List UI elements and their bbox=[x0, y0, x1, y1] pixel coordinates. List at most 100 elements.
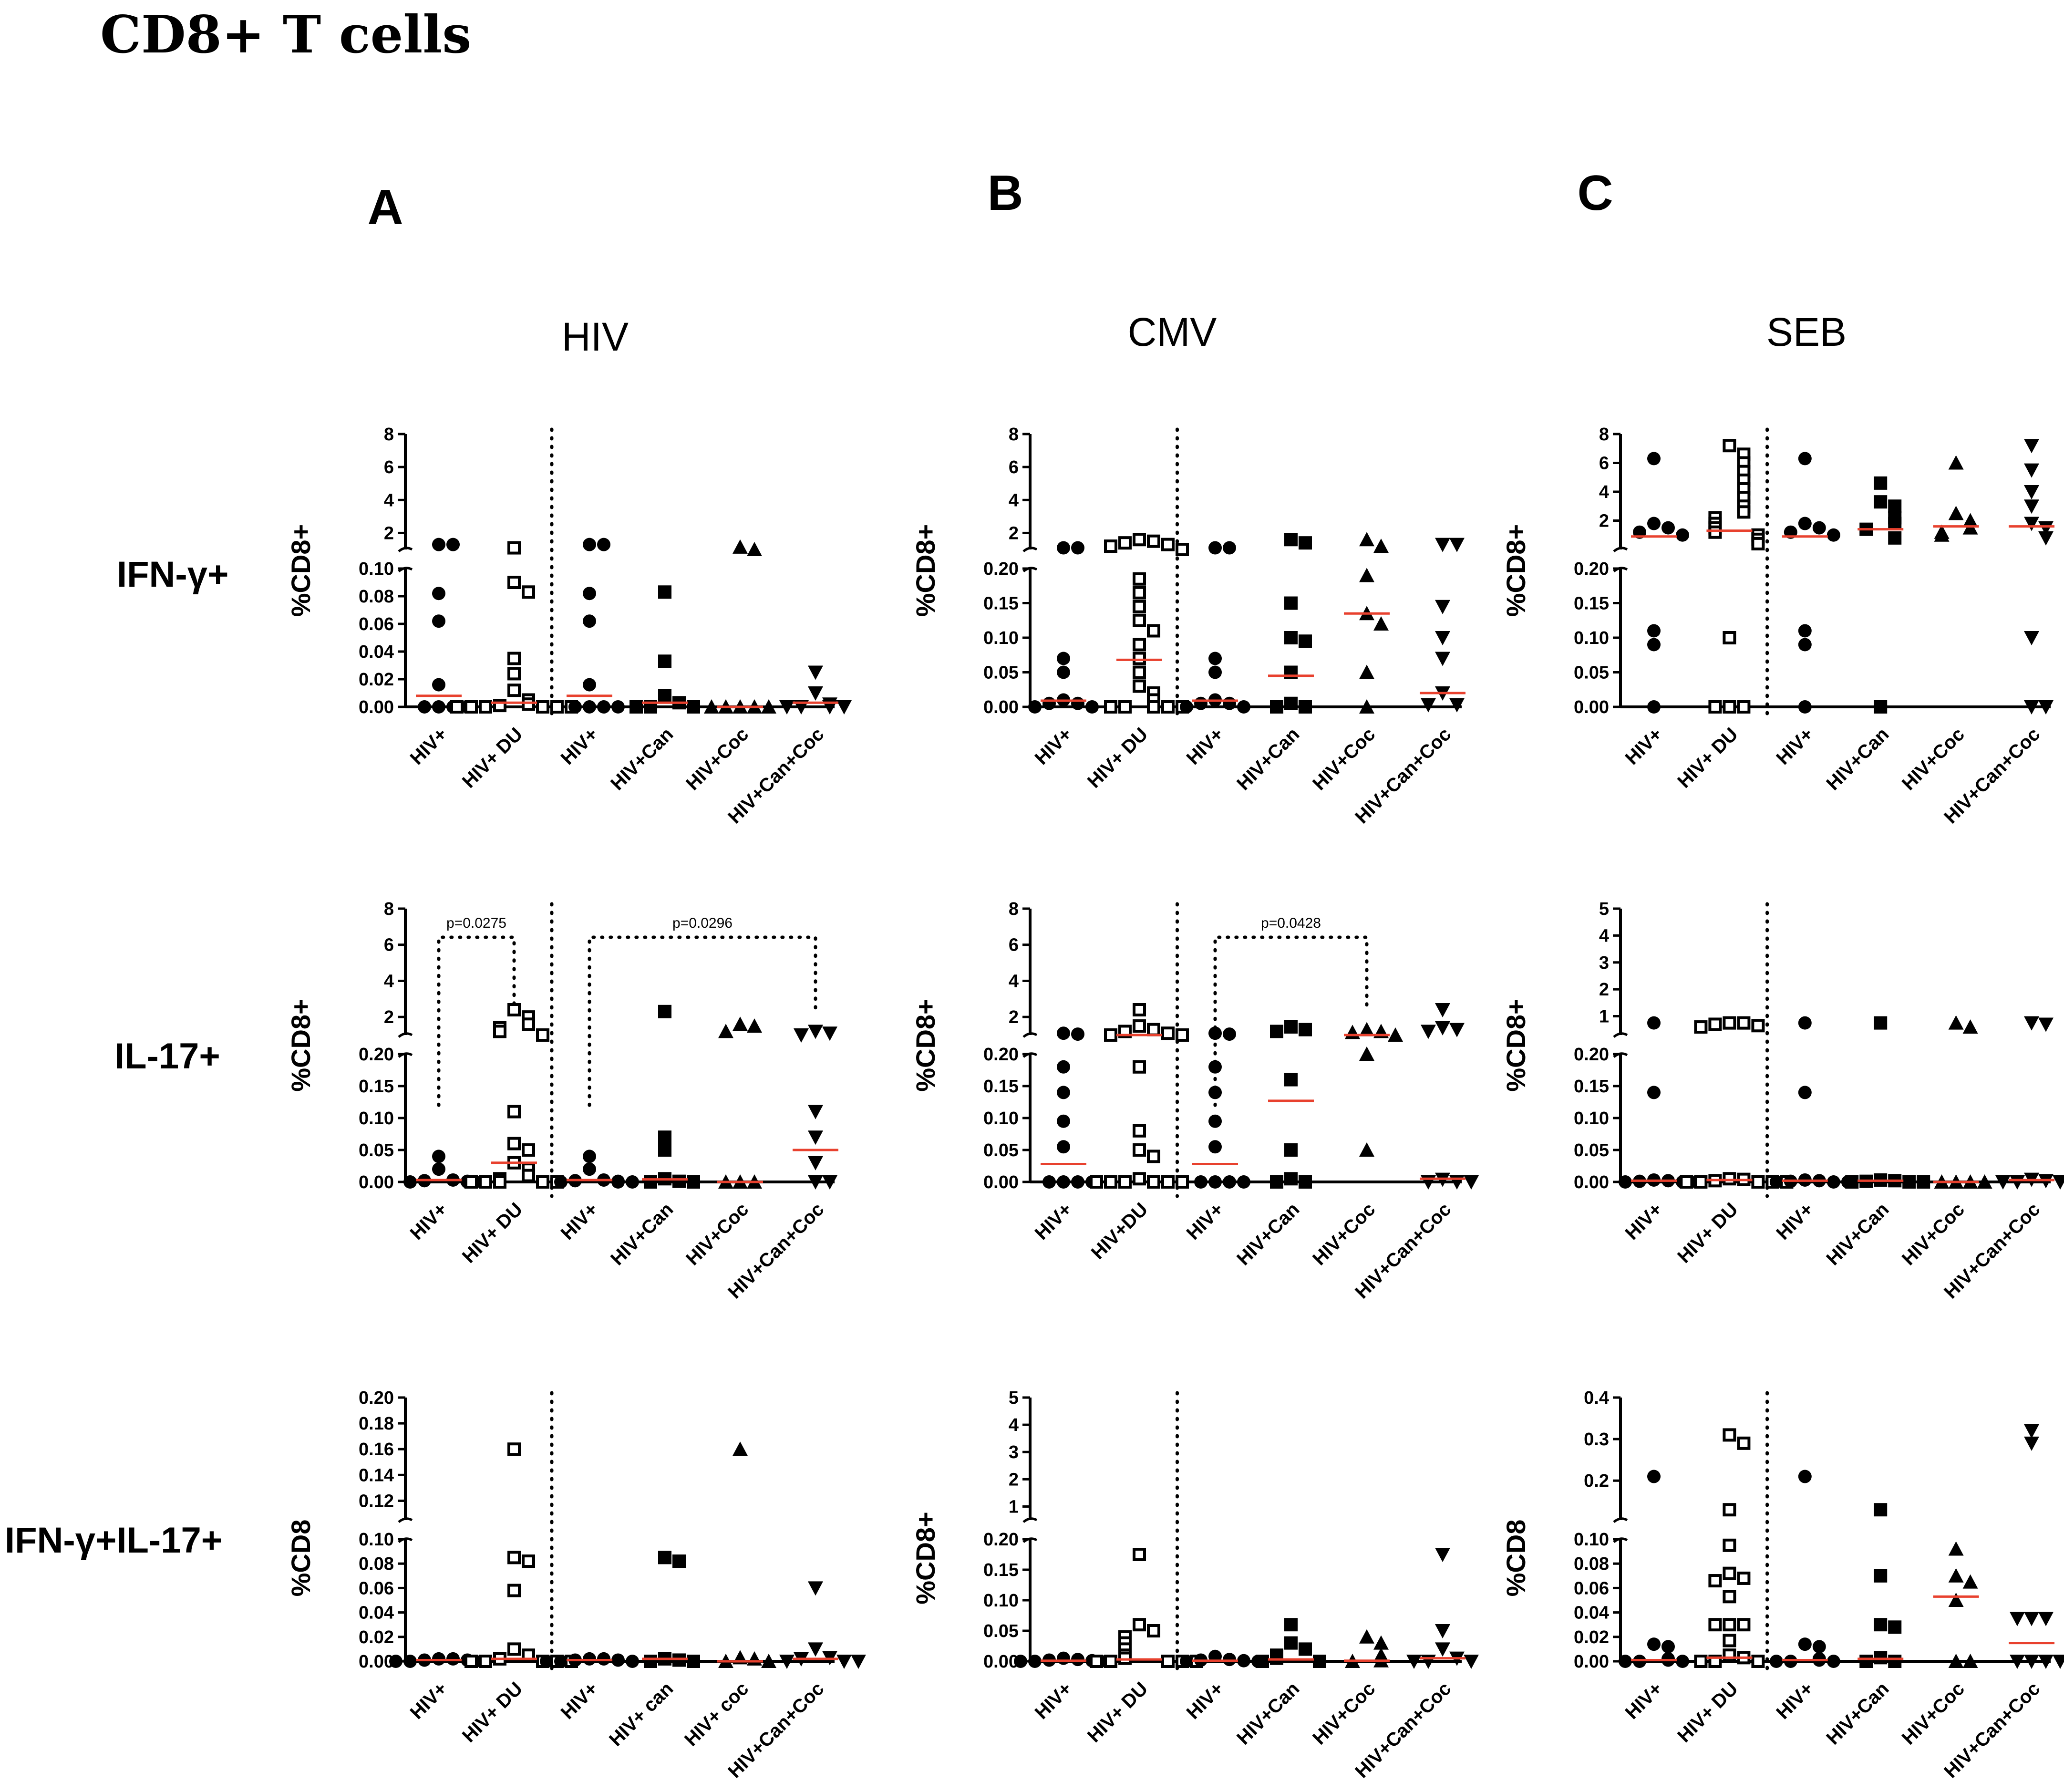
data-point-triangle-down bbox=[1435, 652, 1450, 666]
y-tick-label: 0.00 bbox=[1574, 1172, 1609, 1192]
data-point-triangle-up bbox=[1962, 513, 1978, 528]
y-axis-label: %CD8+ bbox=[910, 1512, 940, 1605]
data-point-open-square bbox=[507, 684, 521, 697]
data-point-square bbox=[1270, 1025, 1283, 1038]
data-point-triangle-down bbox=[779, 700, 795, 715]
data-point-open-square bbox=[1147, 1023, 1160, 1036]
data-point-triangle-down bbox=[2024, 700, 2039, 715]
axis-break-mark bbox=[1613, 1032, 1628, 1038]
data-point-triangle-up bbox=[1359, 1629, 1374, 1644]
y-tick-label: 0.20 bbox=[359, 1388, 394, 1408]
data-point-circle bbox=[432, 1162, 445, 1176]
data-point-triangle-up bbox=[733, 539, 748, 554]
data-point-circle bbox=[1208, 652, 1222, 665]
y-tick-label: 4 bbox=[1599, 482, 1609, 502]
data-point-open-square bbox=[507, 1551, 521, 1564]
data-point-square bbox=[1284, 533, 1298, 547]
data-point-circle bbox=[1014, 1655, 1027, 1668]
category-label: HIV+Can bbox=[1822, 1199, 1893, 1269]
data-point-triangle-up bbox=[1359, 1046, 1374, 1061]
data-point-triangle-down bbox=[2038, 700, 2054, 715]
column-letter-c: C bbox=[1577, 166, 1613, 221]
data-point-open-square bbox=[1737, 1571, 1751, 1585]
data-point-circle bbox=[583, 614, 596, 628]
category-label: HIV+ DU bbox=[1673, 724, 1742, 792]
data-point-square bbox=[1299, 1175, 1312, 1189]
category-label: HIV+ bbox=[1031, 1199, 1076, 1244]
y-tick-label: 0.00 bbox=[359, 1172, 394, 1192]
data-point-square bbox=[1284, 1618, 1298, 1632]
data-point-square bbox=[1284, 1143, 1298, 1157]
data-point-square bbox=[1299, 700, 1312, 714]
category-label: HIV+ DU bbox=[458, 1678, 526, 1746]
y-axis-label: %CD8 bbox=[286, 1520, 316, 1597]
data-point-triangle-down bbox=[1464, 1655, 1479, 1669]
y-tick-label: 0.00 bbox=[1574, 697, 1609, 717]
data-point-triangle-down bbox=[2038, 531, 2054, 546]
data-point-circle bbox=[1208, 1060, 1222, 1074]
data-point-open-square bbox=[1147, 1175, 1160, 1189]
data-point-triangle-up bbox=[1948, 1654, 1964, 1668]
data-point-triangle-down bbox=[2024, 1612, 2039, 1626]
y-tick-label: 0.10 bbox=[983, 1108, 1019, 1129]
data-point-open-square bbox=[1161, 700, 1175, 714]
data-point-triangle-down bbox=[2038, 521, 2054, 536]
y-tick-label: 0.00 bbox=[359, 697, 394, 717]
data-point-open-square bbox=[1133, 1548, 1146, 1561]
y-tick-label: 4 bbox=[1009, 490, 1019, 510]
data-point-open-square bbox=[493, 1175, 506, 1189]
data-point-square bbox=[1270, 1651, 1283, 1665]
category-label: HIV+Coc bbox=[682, 724, 753, 794]
data-point-circle bbox=[1194, 1175, 1207, 1189]
data-point-circle bbox=[1223, 1653, 1236, 1667]
data-point-square bbox=[1284, 1073, 1298, 1087]
data-point-circle bbox=[1798, 1470, 1812, 1483]
data-point-open-square bbox=[1723, 1634, 1736, 1647]
category-label: HIV+Coc bbox=[1898, 1199, 1969, 1269]
data-point-circle bbox=[1237, 1175, 1250, 1189]
data-point-open-square bbox=[507, 1105, 521, 1119]
y-axis-label: %CD8+ bbox=[910, 999, 940, 1092]
data-point-triangle-up bbox=[761, 699, 776, 714]
data-point-circle bbox=[568, 700, 582, 714]
data-point-open-square bbox=[522, 1554, 535, 1568]
data-point-open-square bbox=[1723, 1648, 1736, 1662]
data-point-open-square bbox=[507, 1642, 521, 1656]
data-point-triangle-up bbox=[1948, 1015, 1964, 1030]
data-point-open-square bbox=[522, 1143, 535, 1157]
data-point-circle bbox=[432, 614, 445, 628]
category-label: HIV+ DU bbox=[458, 1199, 526, 1267]
y-tick-label: 6 bbox=[384, 457, 394, 477]
y-tick-label: 0.05 bbox=[983, 663, 1019, 683]
y-tick-label: 4 bbox=[1009, 1415, 1019, 1435]
data-point-triangle-up bbox=[1962, 1574, 1978, 1589]
data-point-open-square bbox=[1104, 1175, 1117, 1189]
data-point-circle bbox=[1208, 541, 1222, 555]
row-label-il17: IL-17+ bbox=[114, 1036, 220, 1077]
y-tick-label: 0.05 bbox=[983, 1621, 1019, 1641]
data-point-triangle-down bbox=[836, 1655, 852, 1669]
y-tick-label: 2 bbox=[1599, 980, 1609, 1000]
category-label: HIV+ DU bbox=[458, 724, 526, 792]
y-tick-label: 0.00 bbox=[983, 697, 1019, 717]
data-point-open-square bbox=[507, 541, 521, 555]
y-tick-label: 0.10 bbox=[359, 559, 394, 579]
row-label-ifn-il17: IFN-γ+IL-17+ bbox=[5, 1520, 222, 1561]
data-point-open-square bbox=[1708, 1574, 1722, 1588]
data-point-circle bbox=[1057, 665, 1070, 679]
y-tick-label: 0.05 bbox=[1574, 663, 1609, 683]
data-point-open-square bbox=[536, 700, 549, 714]
y-tick-label: 2 bbox=[1599, 511, 1609, 531]
y-tick-label: 3 bbox=[1599, 953, 1609, 973]
data-point-circle bbox=[1208, 1114, 1222, 1128]
data-point-open-square bbox=[1176, 1028, 1189, 1042]
data-point-open-square bbox=[1104, 539, 1117, 553]
data-point-open-square bbox=[1118, 1175, 1132, 1189]
data-point-circle bbox=[1180, 700, 1193, 714]
data-point-square bbox=[658, 1551, 671, 1564]
data-point-circle bbox=[583, 678, 596, 692]
data-point-open-square bbox=[536, 1028, 549, 1042]
data-point-circle bbox=[1042, 1175, 1056, 1189]
